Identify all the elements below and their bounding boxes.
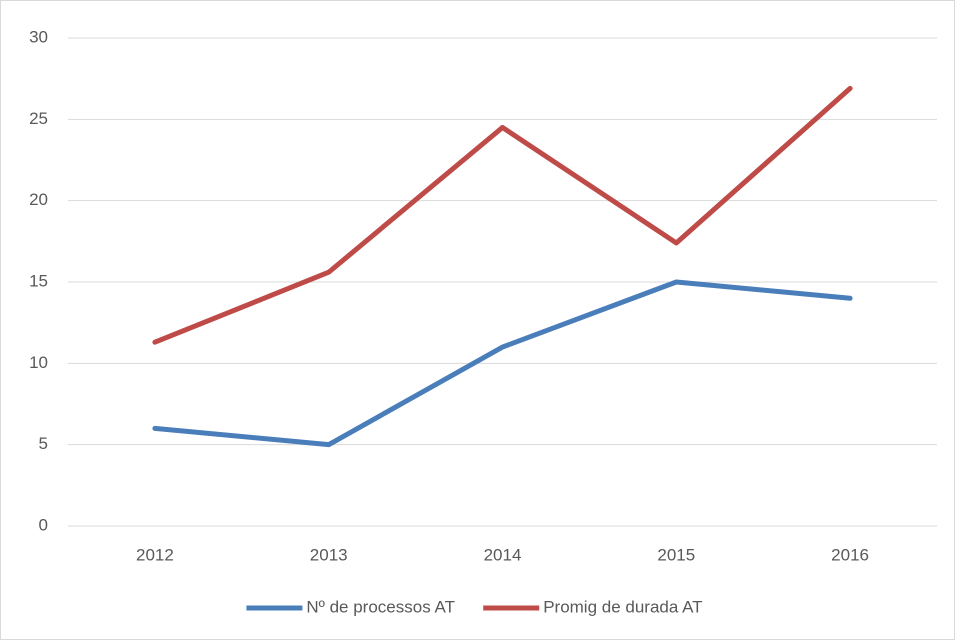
- y-tick-label: 15: [29, 271, 48, 290]
- x-tick-label: 2013: [310, 545, 348, 564]
- x-tick-label: 2012: [136, 545, 174, 564]
- x-tick-label: 2015: [657, 545, 695, 564]
- legend-label: Nº de processos AT: [306, 597, 455, 616]
- x-tick-label: 2016: [831, 545, 869, 564]
- y-tick-label: 5: [39, 434, 48, 453]
- y-tick-label: 10: [29, 353, 48, 372]
- legend-label: Promig de durada AT: [543, 597, 702, 616]
- series-line: [152, 85, 853, 345]
- series-line: [152, 279, 853, 448]
- y-tick-label: 20: [29, 190, 48, 209]
- y-tick-label: 25: [29, 109, 48, 128]
- x-tick-label: 2014: [484, 545, 522, 564]
- y-tick-label: 0: [39, 515, 48, 534]
- y-tick-label: 30: [29, 27, 48, 46]
